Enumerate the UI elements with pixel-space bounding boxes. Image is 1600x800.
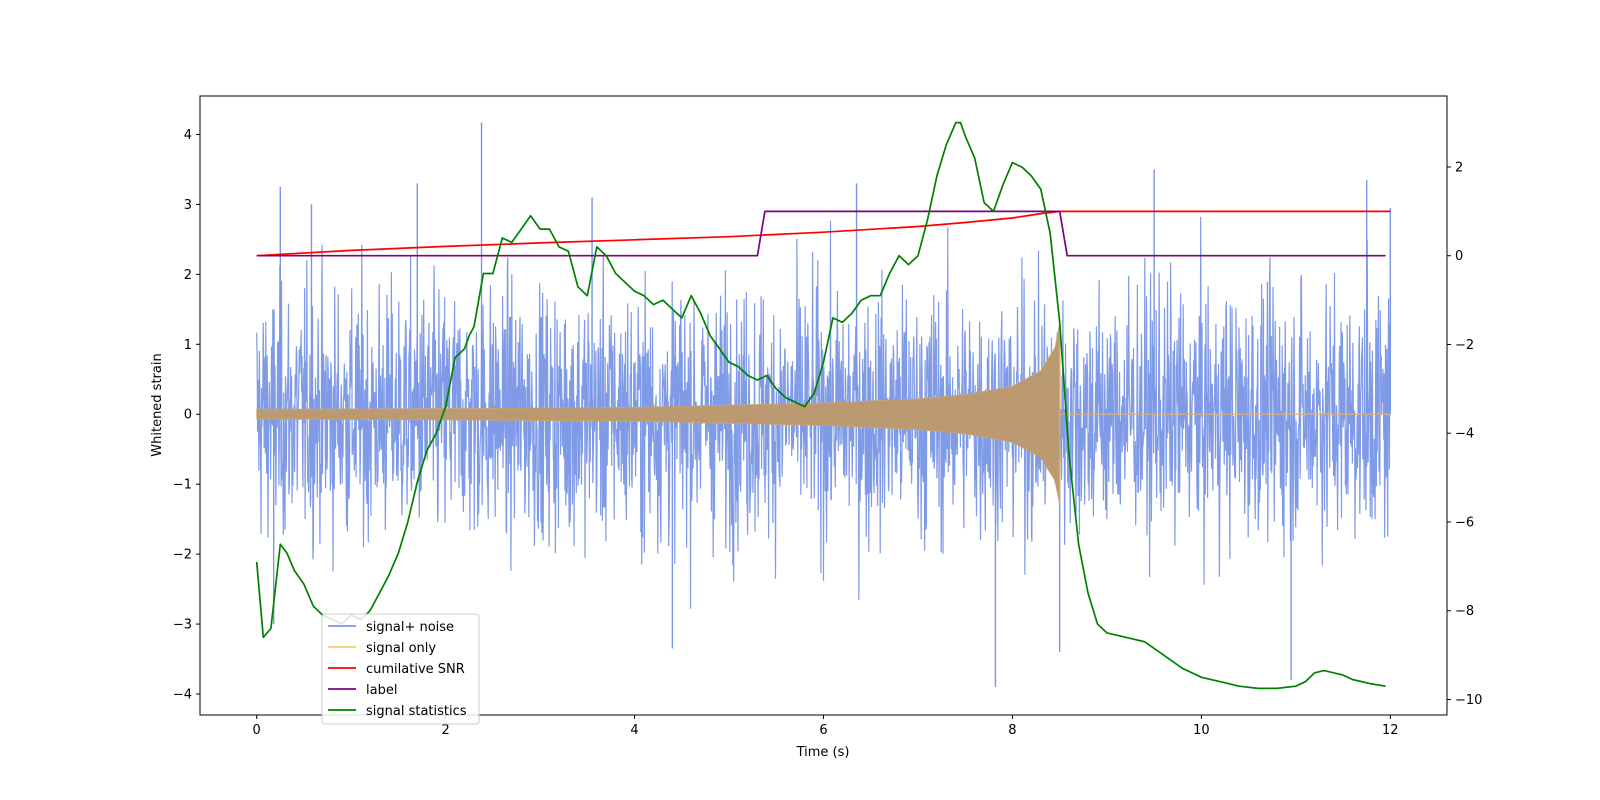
series-line-cumilative-snr <box>256 210 1391 257</box>
y2-tick-label: −4 <box>1455 427 1474 442</box>
legend-label-signal-statistics: signal statistics <box>366 704 467 719</box>
legend-label-cumilative-snr: cumilative SNR <box>366 662 465 677</box>
y-tick-label: 3 <box>184 198 192 213</box>
legend-label-signal-noise: signal+ noise <box>366 620 454 635</box>
legend-frame <box>321 613 480 725</box>
y-tick-label: 2 <box>184 268 192 283</box>
x-tick-label: 6 <box>819 723 827 738</box>
y2-tick-label: −6 <box>1455 515 1474 530</box>
series-line-signal-noise <box>256 216 1391 609</box>
legend-label-label: label <box>366 683 397 698</box>
series-area-signal-only <box>256 323 1061 506</box>
x-tick-label: 10 <box>1193 723 1210 738</box>
y-tick-label: −2 <box>173 548 192 563</box>
plot-area <box>255 121 1392 690</box>
legend-label-signal-only: signal only <box>366 641 436 656</box>
y2-tick-label: −10 <box>1455 693 1482 708</box>
legend: signal+ noise signal only cumilative SNR la… <box>321 613 480 725</box>
x-axis-label: Time (s) <box>796 745 850 760</box>
y2-tick-label: 0 <box>1455 249 1463 264</box>
y-tick-label: 1 <box>184 338 192 353</box>
x-tick-label: 0 <box>253 723 261 738</box>
y2-tick-label: −2 <box>1455 338 1474 353</box>
x-tick-label: 8 <box>1008 723 1016 738</box>
x-tick-label: 4 <box>630 723 638 738</box>
series-line-label <box>256 210 1386 257</box>
y-tick-label: 0 <box>184 408 192 423</box>
y-axis-label: Whitened strain <box>150 353 165 456</box>
y-tick-label: −4 <box>173 688 192 703</box>
y-tick-label: −3 <box>173 618 192 633</box>
series-line-signal-statistics <box>255 121 1386 690</box>
y2-tick-label: 2 <box>1455 160 1463 175</box>
y2-tick-label: −8 <box>1455 604 1474 619</box>
x-tick-label: 12 <box>1382 723 1399 738</box>
y-tick-label: −1 <box>173 478 192 493</box>
x-tick-label: 2 <box>441 723 449 738</box>
y-tick-label: 4 <box>184 128 192 143</box>
